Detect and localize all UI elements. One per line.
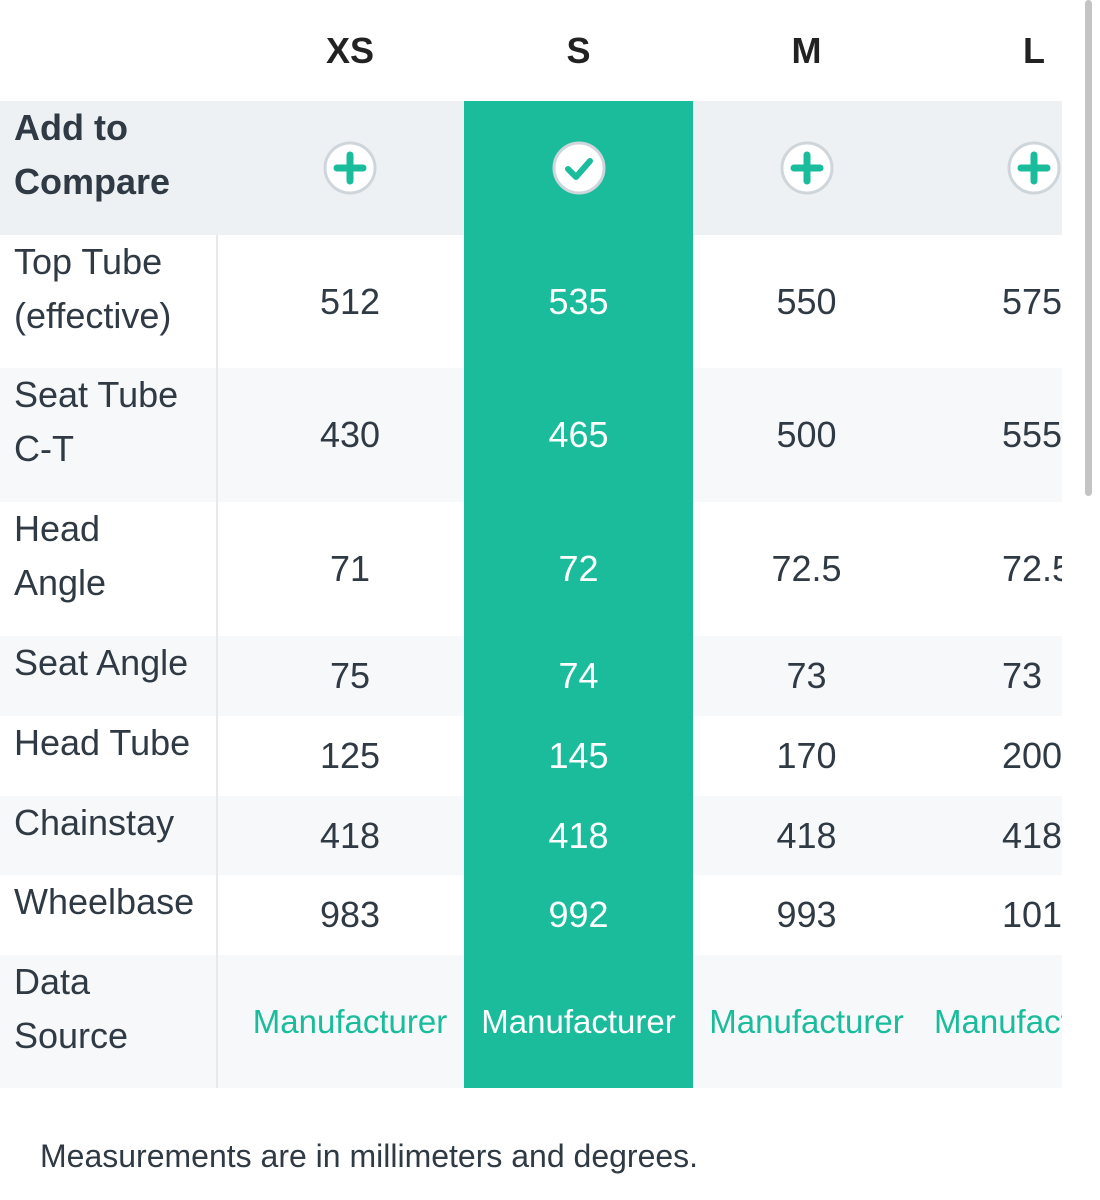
row-label: Add to Compare bbox=[0, 101, 218, 235]
column-header: XS bbox=[325, 29, 375, 71]
label-line: Angle bbox=[14, 562, 107, 603]
label-line: Chainstay bbox=[14, 802, 175, 843]
compare-cell bbox=[464, 101, 693, 235]
value-cell: 993 bbox=[776, 894, 837, 935]
row-label: Seat Angle bbox=[0, 636, 218, 716]
row-label: Wheelbase bbox=[0, 875, 218, 955]
value-cell: 75 bbox=[329, 655, 371, 696]
value-cell: 1018 bbox=[1002, 894, 1062, 935]
source-link[interactable]: Manufacturer bbox=[934, 1002, 1062, 1040]
label-line: Add to bbox=[14, 107, 128, 148]
row-label: Head Tube bbox=[0, 716, 218, 796]
value-cell: 170 bbox=[776, 735, 837, 776]
value-cell: 72.5 bbox=[1002, 548, 1062, 589]
data-row: Chainstay 418 418 418 418 bbox=[0, 796, 1062, 875]
source-link[interactable]: Manufacturer bbox=[252, 1002, 448, 1040]
data-row: Seat Tube C-T 430 465 500 555 bbox=[0, 368, 1062, 502]
data-row: Data Source Manufacturer Manufacturer Manufa… bbox=[0, 955, 1062, 1088]
value-cell: 145 bbox=[464, 716, 693, 796]
source-link[interactable]: Manufacturer bbox=[464, 955, 693, 1088]
value-cell: 72.5 bbox=[771, 548, 842, 589]
compare-button[interactable] bbox=[551, 140, 607, 196]
value-cell: 418 bbox=[776, 814, 837, 856]
value-cell: 992 bbox=[464, 875, 693, 955]
value-cell: 535 bbox=[464, 235, 693, 368]
geometry-table: XS S M L Add to Compare Top Tube (effective) 512… bbox=[0, 0, 1062, 1088]
label-line: Head Tube bbox=[14, 722, 191, 763]
header-row: XS S M L bbox=[0, 0, 1062, 101]
data-row: Seat Angle 75 74 73 73 bbox=[0, 636, 1062, 716]
compare-button[interactable] bbox=[779, 140, 835, 196]
data-row: Head Tube 125 145 170 200 bbox=[0, 716, 1062, 796]
compare-cell bbox=[236, 101, 464, 235]
row-label: Head Angle bbox=[0, 502, 218, 636]
value-cell: 71 bbox=[329, 548, 371, 589]
value-cell: 500 bbox=[776, 414, 837, 455]
data-row: Top Tube (effective) 512 535 550 575 bbox=[0, 235, 1062, 368]
row-label: Top Tube (effective) bbox=[0, 235, 218, 368]
value-cell: 200 bbox=[1002, 735, 1062, 776]
value-cell: 983 bbox=[319, 894, 381, 935]
value-cell: 125 bbox=[319, 735, 381, 776]
compare-button[interactable] bbox=[1006, 140, 1062, 196]
compare-row: Add to Compare bbox=[0, 101, 1062, 235]
value-cell: 418 bbox=[464, 796, 693, 875]
compare-cell bbox=[920, 101, 1062, 235]
scrollbar bbox=[1085, 0, 1092, 496]
label-line: Top Tube bbox=[14, 241, 163, 282]
row-label: Data Source bbox=[0, 955, 218, 1088]
column-header: S bbox=[566, 29, 591, 71]
compare-cell bbox=[693, 101, 920, 235]
data-row: Wheelbase 983 992 993 1018 bbox=[0, 875, 1062, 955]
label-line: Source bbox=[14, 1015, 129, 1056]
value-cell: 465 bbox=[464, 368, 693, 502]
label-line: Wheelbase bbox=[14, 881, 195, 922]
value-cell: 72 bbox=[464, 502, 693, 636]
value-cell: 74 bbox=[464, 636, 693, 716]
data-row: Head Angle 71 72 72.5 72.5 bbox=[0, 502, 1062, 636]
label-line: Compare bbox=[14, 161, 171, 202]
label-line: Head bbox=[14, 508, 101, 549]
value-cell: 550 bbox=[776, 280, 837, 322]
label-line: Seat Angle bbox=[14, 642, 189, 683]
compare-button[interactable] bbox=[322, 140, 378, 196]
label-line: C-T bbox=[14, 428, 74, 469]
label-line: Seat Tube bbox=[14, 374, 179, 415]
source-link[interactable]: Manufacturer bbox=[709, 1002, 904, 1040]
column-header: L bbox=[1023, 29, 1045, 71]
value-cell: 73 bbox=[786, 655, 827, 696]
row-label: Seat Tube C-T bbox=[0, 368, 218, 502]
value-cell: 512 bbox=[319, 280, 381, 322]
value-cell: 430 bbox=[319, 414, 381, 455]
label-line: (effective) bbox=[14, 295, 172, 336]
label-line: Data bbox=[14, 961, 91, 1002]
footnote: Measurements are in millimeters and degr… bbox=[40, 1138, 699, 1174]
row-label: Chainstay bbox=[0, 796, 218, 875]
value-cell: 73 bbox=[1002, 655, 1043, 696]
value-cell: 418 bbox=[1002, 814, 1062, 856]
value-cell: 555 bbox=[1002, 414, 1062, 455]
column-header: M bbox=[791, 29, 822, 71]
value-cell: 575 bbox=[1002, 280, 1062, 322]
value-cell: 418 bbox=[319, 814, 381, 856]
